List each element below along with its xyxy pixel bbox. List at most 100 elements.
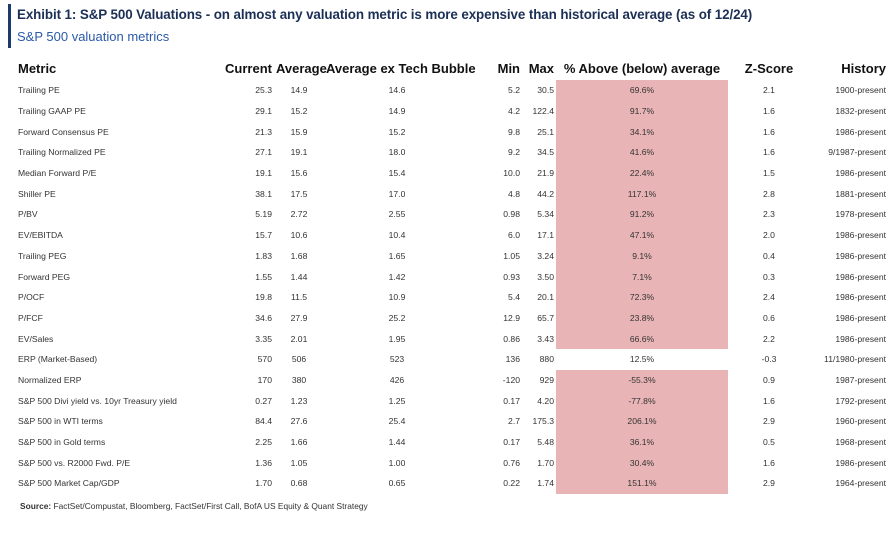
cell-max: 4.20 [537,395,554,406]
cell-average: 15.9 [290,126,308,137]
cell-z-score: 2.1 [763,85,775,96]
cell-history: 1881-present [835,188,886,199]
cell-history: 1986-present [835,230,886,241]
cell-metric: Shiller PE [18,188,56,199]
cell-average: 14.9 [290,85,308,96]
table-row: Trailing PEG 1.83 1.68 1.65 1.05 3.24 9.1% 0.4 1… [16,245,888,267]
column-header-average-ex-tech-bubble: Average ex Tech Bubble [326,60,476,76]
cell-average: 506 [291,354,307,365]
cell-current: 21.3 [255,126,272,137]
column-header-metric: Metric [18,60,57,76]
cell-min: 9.2 [508,147,520,158]
table-row: P/OCF 19.8 11.5 10.9 5.4 20.1 72.3% 2.4 1986-pre… [16,286,888,308]
cell-history: 1832-present [835,106,886,117]
cell-current: 19.8 [255,292,272,303]
cell-average: 2.01 [290,333,308,344]
cell-z-score: 1.6 [763,147,775,158]
cell-min: 4.2 [508,106,520,117]
cell-z-score: 2.2 [763,333,775,344]
cell-pct-above-average: 47.1% [556,224,728,246]
cell-max: 65.7 [537,312,554,323]
cell-metric: S&P 500 vs. R2000 Fwd. P/E [18,457,131,468]
exhibit-subtitle: S&P 500 valuation metrics [17,29,170,44]
cell-z-score: 1.6 [763,457,775,468]
cell-min: 9.8 [508,126,520,137]
cell-current: 0.27 [255,395,272,406]
cell-metric: S&P 500 in Gold terms [18,437,106,448]
cell-max: 175.3 [532,416,554,427]
cell-average: 15.6 [290,168,308,179]
cell-max: 5.48 [537,437,554,448]
cell-history: 1968-present [835,437,886,448]
cell-current: 27.1 [255,147,272,158]
cell-current: 1.36 [255,457,272,468]
column-header-z-score: Z-Score [744,60,794,76]
cell-min: 136 [505,354,520,365]
exhibit-header: Exhibit 1: S&P 500 Valuations - on almos… [8,4,891,48]
cell-average: 1.68 [290,250,308,261]
table-row: Median Forward P/E 19.1 15.6 15.4 10.0 21.9 22… [16,162,888,184]
exhibit-title: Exhibit 1: S&P 500 Valuations - on almos… [17,7,753,22]
cell-average-ex-tech-bubble: 1.00 [388,457,406,468]
table-row: Trailing GAAP PE 29.1 15.2 14.9 4.2 122.4 91.7… [16,100,888,122]
table-row: P/FCF 34.6 27.9 25.2 12.9 65.7 23.8% 0.6 1986-pr… [16,307,888,329]
cell-current: 25.3 [255,85,272,96]
cell-average-ex-tech-bubble: 1.42 [388,271,406,282]
cell-z-score: 0.3 [763,271,775,282]
cell-min: 5.2 [508,85,520,96]
cell-average-ex-tech-bubble: 523 [389,354,405,365]
cell-metric: P/OCF [18,292,45,303]
cell-average-ex-tech-bubble: 2.55 [388,209,406,220]
cell-z-score: 1.5 [763,168,775,179]
cell-average-ex-tech-bubble: 10.4 [388,230,406,241]
cell-min: 0.17 [503,437,520,448]
cell-pct-above-average: 7.1% [556,266,728,287]
cell-metric: EV/Sales [18,333,54,344]
cell-average: 2.72 [290,209,308,220]
table-row: S&P 500 Market Cap/GDP 1.70 0.68 0.65 0.22 1.… [16,473,888,494]
table-row: S&P 500 in WTI terms 84.4 27.6 25.4 2.7 175.3… [16,411,888,432]
cell-current: 29.1 [255,106,272,117]
cell-history: 1987-present [835,374,886,385]
cell-min: 1.05 [503,250,520,261]
cell-metric: Trailing PE [18,85,60,96]
cell-pct-above-average: 36.1% [556,431,728,453]
column-header-max: Max [528,60,554,76]
cell-pct-above-average: 12.5% [629,354,655,365]
cell-max: 17.1 [537,230,554,241]
cell-pct-above-average: 22.4% [556,162,728,184]
cell-z-score: 1.6 [763,106,775,117]
source-text: FactSet/Compustat, Bloomberg, FactSet/Fi… [53,501,368,511]
table-row: Shiller PE 38.1 17.5 17.0 4.8 44.2 117.1% 2.8 18… [16,183,888,205]
cell-max: 5.34 [537,209,554,220]
table-row: S&P 500 Divi yield vs. 10yr Treasury yie… [16,390,888,411]
cell-average: 1.23 [290,395,308,406]
cell-current: 1.83 [255,250,272,261]
cell-metric: Trailing Normalized PE [18,147,106,158]
cell-metric: Normalized ERP [18,374,82,385]
cell-max: 30.5 [537,85,554,96]
cell-z-score: -0.3 [761,354,777,365]
cell-pct-above-average: 9.1% [556,245,728,267]
cell-metric: S&P 500 Divi yield vs. 10yr Treasury yie… [18,395,177,406]
cell-metric: P/BV [18,209,38,220]
cell-z-score: 0.9 [763,374,775,385]
cell-average-ex-tech-bubble: 10.9 [388,292,406,303]
cell-max: 44.2 [537,188,554,199]
cell-pct-above-average: 41.6% [556,142,728,163]
cell-pct-above-average: 117.1% [556,183,728,205]
cell-history: 1986-present [835,292,886,303]
cell-pct-above-average: 206.1% [556,411,728,432]
cell-max: 3.43 [537,333,554,344]
cell-average: 27.6 [290,416,308,427]
cell-pct-above-average: -77.8% [556,390,728,411]
cell-history: 1986-present [835,168,886,179]
cell-pct-above-average: -55.3% [556,369,728,391]
table-row: Trailing PE 25.3 14.9 14.6 5.2 30.5 69.6% 2.1 19… [16,80,888,101]
cell-z-score: 2.9 [763,478,775,489]
cell-min: 6.0 [508,230,520,241]
table-row: S&P 500 in Gold terms 2.25 1.66 1.44 0.17 5.4… [16,431,888,453]
cell-average: 17.5 [290,188,308,199]
cell-average: 11.5 [290,292,308,303]
cell-history: 1900-present [835,85,886,96]
